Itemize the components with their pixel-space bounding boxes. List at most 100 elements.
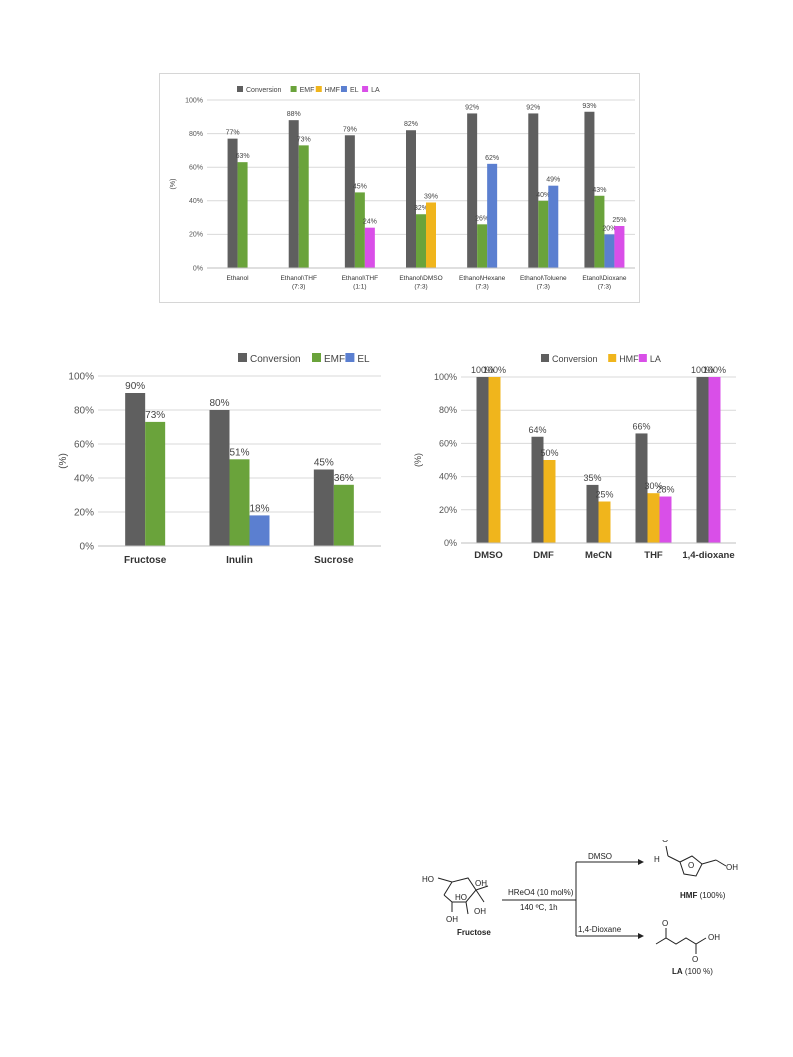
legend-label-conversion: Conversion	[246, 87, 282, 94]
bar-la-thf	[659, 496, 672, 543]
bar-conversion-ethanol-hexane-7-3	[467, 113, 478, 268]
arrow-head-bottom	[638, 933, 644, 939]
data-label: 63%	[236, 153, 250, 160]
data-label: 40%	[536, 192, 550, 199]
x-tick-label: (7:3)	[598, 284, 611, 291]
hmf-ring-o: O	[688, 861, 694, 870]
la-acid-o: O	[692, 955, 698, 964]
y-tick-label: 60%	[439, 438, 457, 448]
la-structure	[655, 928, 707, 954]
bar-conversion-sucrose	[313, 469, 334, 546]
legend-label-la: LA	[650, 354, 661, 364]
data-label: 25%	[595, 490, 613, 500]
bar-la-ethanol-thf-1-1	[364, 227, 375, 268]
y-tick-label: 100%	[434, 372, 457, 382]
legend-label-emf: EMF	[300, 87, 315, 94]
bar-el-ethanol-hexane-7-3	[487, 163, 498, 268]
chart1-frame	[159, 73, 640, 303]
data-label: 92%	[465, 104, 479, 111]
x-tick-label: THF	[644, 550, 663, 561]
y-tick-label: 20%	[439, 505, 457, 515]
hmf-name: HMF	[680, 891, 697, 900]
x-tick-label: Fructose	[124, 555, 167, 566]
y-tick-label: 20%	[189, 232, 203, 239]
fructose-label: Fructose	[457, 928, 491, 937]
x-tick-label: Sucrose	[314, 555, 354, 566]
hmf-yield: (100%)	[700, 891, 726, 900]
reaction-scheme: HO OH HO OH OH Fructose HReO4 (10 mol%) …	[422, 840, 738, 976]
y-tick-label: 0%	[444, 538, 457, 548]
solvent-chart: 0% 20% 40% 60% 80% 100% (%) 77% 63% Ethanol 88% 73%…	[170, 86, 635, 291]
y-tick-label: 80%	[189, 131, 203, 138]
la-ketone-o: O	[662, 919, 668, 928]
bar-conversion-ethanol-thf-1-1	[344, 135, 355, 268]
data-label: 18%	[249, 503, 269, 514]
data-label: 77%	[226, 130, 240, 137]
bar-conversion-mecn	[586, 484, 599, 543]
x-tick-label: Ethanol	[227, 275, 250, 282]
x-tick-label: Inulin	[226, 555, 253, 566]
x-tick-label: (1:1)	[353, 284, 366, 291]
conditions-temp-time: 140 ºC, 1h	[520, 903, 558, 912]
data-label: 49%	[546, 177, 560, 184]
legend-swatch-la	[638, 354, 647, 362]
solvent-dmso: DMSO	[588, 852, 612, 861]
bar-conversion-1-4-dioxane	[696, 377, 709, 543]
legend-swatch-conversion	[237, 86, 243, 92]
fructose-structure	[437, 877, 489, 915]
y-axis-label: (%)	[413, 453, 423, 467]
x-tick-label: Ethanol\THF	[280, 275, 317, 282]
data-label: 39%	[424, 193, 438, 200]
legend-label-hmf: HMF	[325, 87, 340, 94]
bar-conversion-ethanol-thf-7-3	[288, 120, 299, 268]
bar-conversion-fructose	[125, 393, 146, 546]
x-tick-label: (7:3)	[414, 284, 427, 291]
hmf-label: HMF (100%)	[680, 891, 726, 900]
bar-emf-inulin	[229, 459, 250, 546]
conditions-catalyst: HReO4 (10 mol%)	[508, 888, 574, 897]
data-label: 45%	[353, 183, 367, 190]
hmf-oh: OH	[726, 863, 738, 872]
legend-swatch-hmf	[315, 86, 322, 92]
bar-el-ethanol-toluene-7-3	[548, 185, 559, 268]
bar-conversion-dmso	[476, 377, 489, 543]
x-tick-label: 1,4-dioxane	[682, 550, 734, 561]
data-label: 82%	[404, 121, 418, 128]
x-tick-label: Etanol\Dioxane	[582, 275, 626, 282]
bar-emf-fructose	[145, 421, 166, 546]
bar-hmf-dmf	[543, 460, 556, 543]
data-label: 100%	[703, 365, 726, 375]
data-label: 36%	[334, 473, 354, 484]
data-label: 35%	[583, 473, 601, 483]
data-label: 26%	[475, 215, 489, 222]
y-axis-label: (%)	[58, 453, 69, 469]
legend-label-conversion: Conversion	[250, 354, 301, 365]
y-tick-label: 40%	[189, 198, 203, 205]
legend-swatch-emf	[312, 353, 321, 362]
data-label: 93%	[582, 103, 596, 110]
arrow-head-top	[638, 859, 644, 865]
data-label: 100%	[483, 365, 506, 375]
x-tick-label: DMF	[533, 550, 554, 561]
y-tick-label: 20%	[74, 507, 94, 518]
legend-swatch-conversion	[541, 354, 549, 362]
la-yield: (100 %)	[685, 967, 713, 976]
bar-el-etanol-dioxane-7-3	[604, 234, 615, 268]
y-tick-label: 0%	[80, 541, 95, 552]
data-label: 88%	[287, 111, 301, 118]
bar-emf-ethanol	[237, 162, 248, 268]
data-label: 62%	[485, 155, 499, 162]
bar-emf-sucrose	[333, 484, 354, 546]
y-tick-label: 40%	[439, 472, 457, 482]
y-tick-label: 100%	[68, 371, 94, 382]
bar-conversion-dmf	[531, 436, 544, 543]
data-label: 50%	[540, 448, 558, 458]
bar-emf-ethanol-dmso-7-3	[416, 214, 426, 268]
data-label: 51%	[229, 447, 249, 458]
bar-hmf-dmso	[488, 377, 501, 543]
bar-emf-ethanol-thf-7-3	[298, 145, 309, 268]
la-name: LA	[672, 967, 683, 976]
data-label: 100%	[471, 365, 494, 375]
bar-emf-etanol-dioxane-7-3	[594, 195, 605, 268]
solvent-product-chart: 0%20%40%60%80%100%(%)100%100%DMSO64%50%D…	[413, 354, 736, 561]
